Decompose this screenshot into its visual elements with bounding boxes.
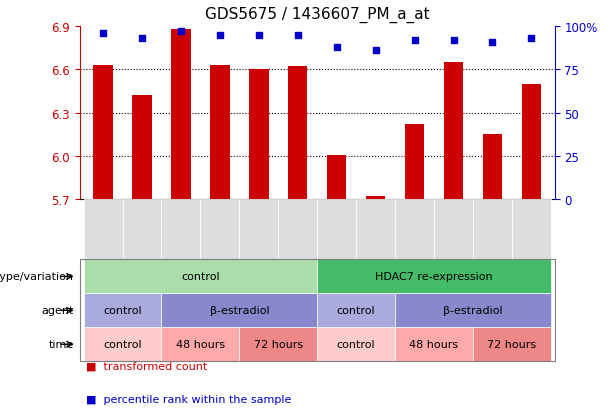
Text: control: control [103, 306, 142, 316]
Bar [171, 30, 191, 200]
Bar [405, 125, 424, 200]
Text: 48 hours: 48 hours [176, 339, 225, 349]
Text: agent: agent [41, 306, 74, 316]
Point [487, 39, 497, 46]
Bar [522, 85, 541, 200]
Bar [210, 66, 230, 200]
Text: HDAC7 re-expression: HDAC7 re-expression [375, 272, 493, 282]
Text: control: control [337, 339, 376, 349]
Text: β-estradiol: β-estradiol [443, 306, 503, 316]
Bar [366, 197, 386, 200]
Bar [132, 96, 152, 200]
Text: 72 hours: 72 hours [487, 339, 536, 349]
Text: ■  percentile rank within the sample: ■ percentile rank within the sample [86, 394, 291, 404]
Bar [93, 66, 113, 200]
Text: 48 hours: 48 hours [409, 339, 459, 349]
Point [371, 48, 381, 55]
Title: GDS5675 / 1436607_PM_a_at: GDS5675 / 1436607_PM_a_at [205, 7, 430, 23]
Bar [288, 67, 308, 200]
Bar [249, 70, 268, 200]
Point [137, 36, 147, 42]
Point [98, 31, 108, 37]
Text: control: control [337, 306, 376, 316]
Text: ■  transformed count: ■ transformed count [86, 361, 207, 370]
Text: control: control [103, 339, 142, 349]
Bar [327, 155, 346, 200]
Text: genotype/variation: genotype/variation [0, 272, 74, 282]
Point [293, 32, 303, 39]
Point [449, 38, 459, 44]
Point [409, 38, 419, 44]
Point [332, 44, 341, 51]
Text: 72 hours: 72 hours [254, 339, 303, 349]
Text: time: time [48, 339, 74, 349]
Point [215, 32, 225, 39]
Point [176, 29, 186, 36]
Bar [444, 63, 463, 200]
Bar [482, 135, 502, 200]
Point [254, 32, 264, 39]
Text: β-estradiol: β-estradiol [210, 306, 269, 316]
Point [527, 36, 536, 42]
Text: control: control [181, 272, 219, 282]
